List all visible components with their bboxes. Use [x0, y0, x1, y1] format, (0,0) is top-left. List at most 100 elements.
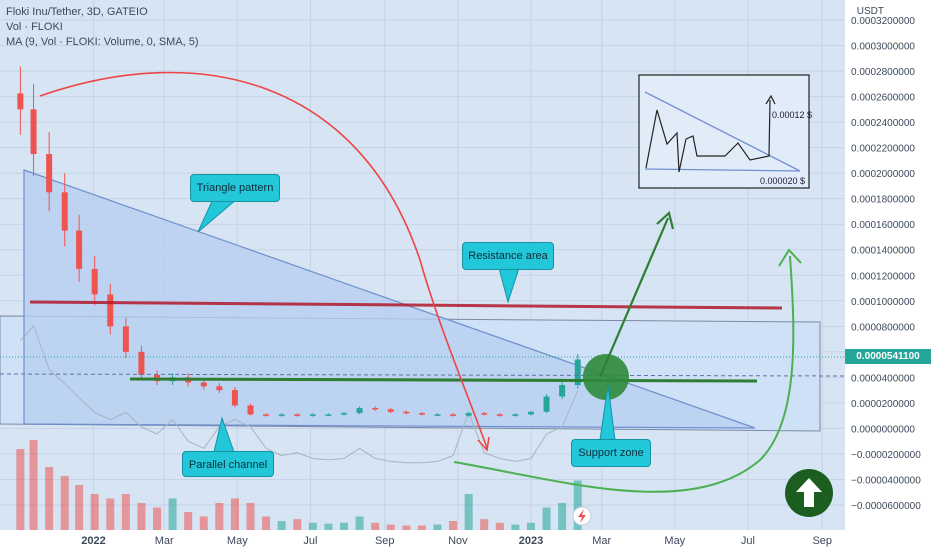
inset-arrowhead — [765, 94, 776, 105]
volume-bar — [75, 485, 84, 530]
volume-bar — [386, 524, 395, 530]
candle-body — [372, 408, 379, 410]
volume-bar — [215, 503, 224, 530]
triangle-pattern — [23, 169, 756, 429]
candle-body — [481, 413, 488, 415]
volume-bar — [29, 440, 38, 530]
candle-body — [309, 414, 316, 416]
volume-bar — [153, 507, 162, 530]
volume-bar — [230, 498, 239, 530]
volume-bar — [558, 503, 567, 530]
y-tick-label: −0.0000600000 — [851, 501, 921, 512]
candle-body — [450, 414, 457, 416]
current-price-tag: 0.0000541100 — [845, 349, 931, 364]
projection-arrow — [598, 217, 670, 378]
resistance-callout-pointer — [498, 267, 520, 304]
projection-curve — [453, 255, 795, 493]
y-tick-label: −0.0000200000 — [851, 450, 921, 461]
up-arrow-circle-icon[interactable] — [785, 469, 833, 517]
x-tick-label: Jul — [303, 535, 317, 547]
volume-bar — [121, 494, 130, 530]
candle-body — [61, 192, 68, 231]
y-tick-label: 0.0000000000 — [851, 424, 915, 435]
y-tick-label: 0.0001400000 — [851, 246, 915, 257]
triangle-callout-pointer — [197, 198, 239, 233]
x-tick-label: Sep — [812, 535, 832, 547]
y-tick-label: 0.0002800000 — [851, 67, 915, 78]
y-axis: 0.0003200000 0.0003000000 0.0002800000 0.00… — [845, 0, 932, 530]
candle-body — [418, 413, 425, 415]
volume-bar — [480, 519, 489, 530]
volume-bar — [324, 523, 333, 530]
volume-bar — [355, 516, 364, 530]
inset-base-label: 0.000020 $ — [760, 176, 805, 186]
candle-body — [216, 386, 223, 391]
volume-bar — [402, 525, 411, 530]
channel-callout: Parallel channel — [182, 451, 274, 477]
volume-bar — [16, 449, 25, 530]
y-tick-label: 0.0000800000 — [851, 322, 915, 333]
y-tick-label: 0.0000400000 — [851, 373, 915, 384]
candle-body — [387, 409, 394, 412]
volume-bar — [339, 522, 348, 530]
volume-bar — [293, 519, 302, 530]
x-tick-label: Jul — [741, 535, 755, 547]
volume-bar — [45, 467, 54, 530]
resistance-callout: Resistance area — [462, 242, 554, 270]
candle-body — [465, 413, 472, 416]
red-arc — [39, 71, 488, 449]
volume-bar — [90, 494, 99, 530]
candle-body — [543, 396, 550, 412]
y-tick-label: 0.0003000000 — [851, 42, 915, 53]
volume-bar — [417, 525, 426, 530]
volume-ma-line — [20, 325, 579, 464]
inset-target-label: 0.00012 $ — [772, 110, 812, 120]
support-line — [129, 377, 758, 383]
candle-body — [527, 411, 534, 415]
volume-bar — [168, 498, 177, 530]
symbol-title: Floki Inu/Tether, 3D, GATEIO — [6, 6, 148, 18]
y-tick-label: 0.0003200000 — [851, 16, 915, 27]
inset-diagram: 0.00012 $ 0.000020 $ — [638, 74, 812, 189]
price-unit: USDT — [856, 6, 884, 17]
candle-body — [356, 408, 363, 414]
candle-body — [403, 411, 410, 414]
inset-triangle — [644, 91, 801, 172]
x-tick-label: May — [664, 535, 685, 547]
resistance-line — [29, 300, 783, 310]
dashed-price-line — [0, 373, 846, 377]
red-arc-arrowhead — [477, 436, 490, 452]
candle-body — [91, 268, 98, 295]
x-axis: 2022 Mar May Jul Sep Nov 2023 Mar May Jul Sep — [0, 530, 932, 550]
x-tick-label: 2022 — [81, 535, 105, 547]
y-tick-label: 0.0001000000 — [851, 297, 915, 308]
ma-label: MA (9, Vol · FLOKI: Volume, 0, SMA, 5) — [6, 36, 199, 48]
volume-label: Vol · FLOKI — [6, 21, 63, 33]
volume-bar — [464, 494, 473, 530]
price-axis-panel — [845, 0, 932, 530]
candle-body — [278, 414, 285, 416]
triangle-callout: Triangle pattern — [190, 174, 280, 202]
candle-body — [30, 109, 37, 155]
y-tick-label: 0.0001200000 — [851, 271, 915, 282]
lightning-icon[interactable] — [572, 506, 592, 526]
candle-body — [263, 414, 270, 416]
y-tick-label: 0.0002200000 — [851, 144, 915, 155]
candle-body — [17, 93, 24, 110]
y-tick-label: 0.0002600000 — [851, 93, 915, 104]
y-tick-label: −0.0000400000 — [851, 475, 921, 486]
x-tick-label: Sep — [375, 535, 395, 547]
inset-price-path — [645, 99, 771, 173]
volume-bars — [16, 440, 582, 530]
volume-bar — [308, 522, 317, 530]
volume-bar — [573, 480, 582, 530]
y-tick-label: 0.0000200000 — [851, 399, 915, 410]
volume-bar — [60, 476, 69, 530]
y-tick-label: 0.0001800000 — [851, 195, 915, 206]
y-tick-label: 0.0001600000 — [851, 220, 915, 231]
projection-arrowhead — [656, 210, 675, 230]
candle-body — [340, 413, 347, 415]
y-tick-label: 0.0002000000 — [851, 169, 915, 180]
